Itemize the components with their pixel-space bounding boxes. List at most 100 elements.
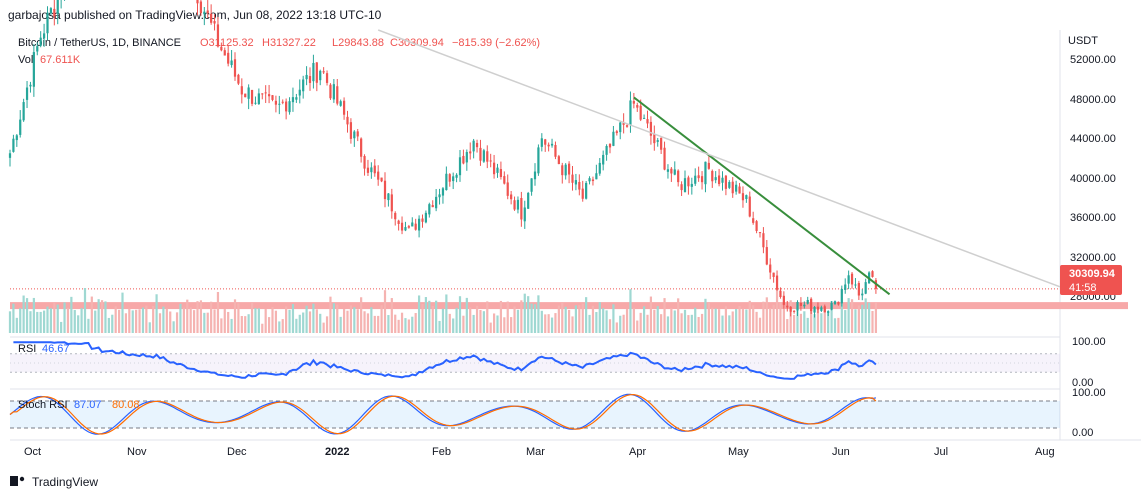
candle-body: [492, 162, 496, 175]
volume-bar: [782, 306, 785, 333]
volume-bar: [182, 307, 185, 333]
stoch-band: [10, 401, 1060, 428]
volume-bar: [779, 302, 782, 333]
volume-bar: [823, 307, 826, 333]
volume-bar: [861, 304, 864, 333]
candle-body: [315, 62, 318, 83]
volume-bar: [441, 308, 445, 333]
candle-body: [206, 10, 209, 14]
volume-bar: [169, 311, 172, 333]
volume-bar: [421, 303, 424, 333]
candle-body: [677, 170, 680, 183]
candle-body: [291, 97, 295, 103]
trendlines[interactable]: [377, 29, 1061, 296]
candle-body: [813, 306, 816, 313]
volume-bar: [424, 297, 428, 333]
volume-bar: [871, 310, 874, 333]
candle-body: [46, 12, 49, 34]
volume-bar: [867, 302, 871, 333]
volume-bar: [581, 303, 584, 333]
candle-body: [213, 21, 216, 24]
volume-bar: [223, 308, 226, 333]
volume-bar: [411, 316, 414, 333]
volume-bar: [564, 306, 567, 333]
candle-body: [690, 183, 693, 187]
candle-body: [230, 60, 233, 66]
candle-body: [724, 175, 728, 189]
rsi-label: RSI: [18, 343, 36, 355]
volume-bar: [557, 305, 560, 333]
candle-body: [789, 306, 792, 312]
time-tick: 2022: [325, 446, 349, 458]
candle-body: [673, 169, 676, 175]
candle-body: [762, 233, 765, 248]
volume-bar: [687, 315, 690, 333]
candle-body: [428, 204, 431, 215]
time-tick: Dec: [227, 446, 247, 458]
candle-body: [417, 218, 421, 231]
volume-bar: [445, 294, 448, 333]
candle-body: [465, 152, 468, 163]
volume-bar: [319, 313, 322, 333]
candle-body: [602, 154, 605, 165]
volume-bar: [36, 311, 39, 333]
volume-bar: [854, 309, 857, 333]
candle-body: [605, 146, 608, 155]
volume-bar: [619, 315, 622, 333]
trendline-green: [633, 96, 891, 296]
volume-bar: [417, 295, 421, 333]
price-tick: 44000.00: [1070, 133, 1116, 145]
volume-bar: [77, 315, 80, 333]
volume-bar: [799, 313, 803, 333]
price-scale[interactable]: USDT 52000.00 48000.00 44000.00 40000.00…: [1068, 35, 1116, 303]
volume-bar: [325, 316, 329, 333]
volume-bar: [533, 304, 537, 333]
volume-bar: [567, 309, 571, 333]
candle-body: [298, 89, 301, 96]
candle-body: [820, 307, 823, 311]
candle-body: [196, 0, 199, 4]
time-tick: Feb: [432, 446, 451, 458]
volume-bar: [179, 303, 182, 333]
candle-body: [257, 93, 260, 105]
candle-body: [227, 52, 230, 64]
volume-bar: [752, 305, 755, 333]
candle-body: [503, 176, 506, 184]
candle-body: [608, 143, 612, 148]
candle-body: [844, 284, 847, 290]
candle-body: [704, 161, 707, 185]
volume-bar: [625, 308, 629, 333]
volume-bar: [847, 298, 850, 333]
volume-bar: [22, 295, 25, 333]
candle-body: [506, 182, 509, 196]
candle-body: [571, 174, 574, 183]
volume-bar: [155, 294, 158, 333]
candle-body: [499, 169, 503, 177]
candle-body: [769, 264, 772, 273]
volume-bar: [237, 303, 240, 333]
candle-body: [438, 194, 441, 198]
volume-bar: [649, 296, 653, 333]
candle-body: [642, 117, 646, 119]
candle-body: [390, 194, 393, 212]
volume-bar: [523, 293, 526, 333]
volume-bar: [728, 315, 731, 333]
volume-bar: [356, 309, 359, 333]
volume-bar: [12, 303, 15, 333]
candle-body: [387, 193, 390, 201]
volume-bar: [714, 308, 717, 333]
volume-bar: [206, 312, 209, 333]
volume-bar: [786, 319, 789, 333]
candle-body: [281, 101, 284, 103]
candle-body: [346, 116, 349, 125]
time-axis[interactable]: Oct Nov Dec 2022 Feb Mar Apr May Jun Jul…: [24, 446, 1055, 458]
volume-bar: [400, 312, 404, 333]
volume-bar: [329, 296, 332, 333]
volume-bar: [141, 307, 145, 333]
volume-bar: [735, 309, 738, 333]
candle-body: [366, 167, 370, 173]
volume-bar: [608, 319, 612, 333]
candle-body: [19, 119, 22, 135]
volume-bar: [622, 314, 625, 333]
